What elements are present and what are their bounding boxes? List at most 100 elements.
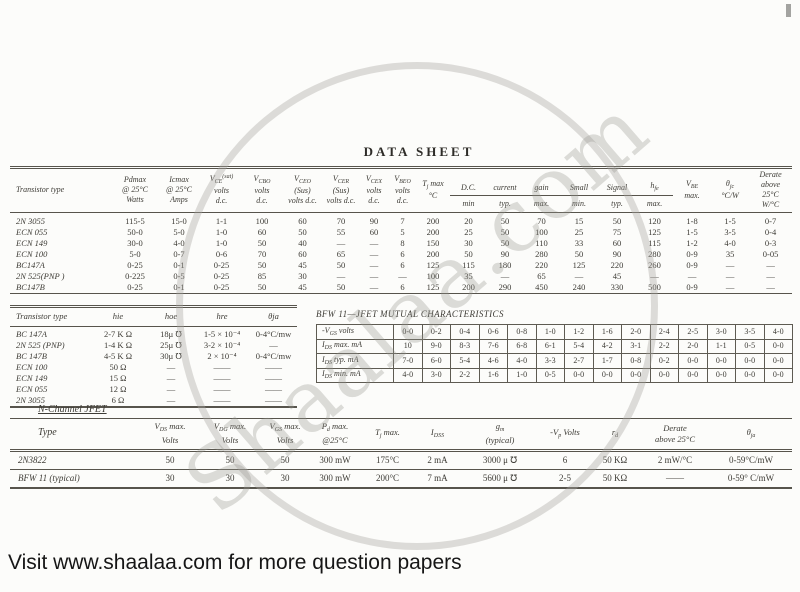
- value-cell: 0-59° C/mW: [710, 469, 792, 489]
- value-cell: 0-1: [173, 282, 185, 293]
- column-header: Transistor type: [10, 308, 88, 327]
- value-cell: 500: [648, 282, 661, 293]
- transistor-row: BC147B 0-25 0-1 0-25 50 45 50 — 6 125 200 290 450 240…: [10, 282, 792, 293]
- value-cell: 2 mA: [415, 450, 460, 470]
- value-cell: 0-4°C/mw: [255, 351, 292, 362]
- value-cell: 0-8: [507, 324, 537, 340]
- page-title: DATA SHEET: [363, 144, 475, 159]
- value-cell: 5-4: [450, 353, 480, 369]
- value-cell: —: [766, 282, 775, 293]
- device-type-cell: BFW 11 (typical): [10, 469, 140, 489]
- bfw-data-table: -VGS volts 0-0 0-2 0-4 0-6 0-8 1-0 1-2 1-6 2-0 2-4…: [316, 324, 793, 383]
- hparam-row: ECN 055 12 Ω — —— ——: [10, 384, 297, 395]
- value-cell: 50: [336, 260, 346, 271]
- value-cell: 1-5: [686, 227, 698, 238]
- column-header: Tj max °C: [416, 169, 450, 213]
- bfw-row: IDS max. mA 10 9-0 8-3 7-6 6-8 6-1 5-4 4-2 3-1 2-2…: [316, 338, 793, 354]
- value-cell: 30μ ℧: [160, 351, 182, 362]
- value-cell: 0-4: [450, 324, 480, 340]
- sub-header: typ.: [598, 197, 636, 213]
- bfw-title: BFW 11—JFET MUTUAL CHARACTERISTICS: [316, 309, 504, 319]
- value-cell: —: [369, 249, 379, 260]
- value-cell: 50: [200, 450, 260, 470]
- value-cell: 175°C: [360, 450, 415, 470]
- row-label-cell: IDS max. mA: [316, 338, 394, 354]
- transistor-type-cell: 2N 525 (PNP): [16, 340, 65, 351]
- value-cell: 50: [257, 260, 267, 271]
- value-cell: 1-0: [535, 324, 565, 340]
- value-cell: 30-0: [127, 238, 143, 249]
- value-cell: 1-2: [686, 238, 698, 249]
- value-cell: 5-4: [564, 338, 594, 354]
- value-cell: 0-2: [649, 353, 679, 369]
- value-cell: 0-1: [173, 260, 185, 271]
- column-header: VCEO (Sus) volts d.c.: [282, 169, 323, 213]
- value-cell: —: [398, 271, 407, 282]
- row-label-cell: -VGS volts: [316, 324, 394, 340]
- value-cell: —: [650, 271, 659, 282]
- value-cell: 200: [426, 227, 440, 238]
- value-cell: 9-0: [421, 338, 451, 354]
- value-cell: 33: [574, 238, 584, 249]
- group-word: D.C.: [460, 183, 477, 192]
- value-cell: 115: [462, 260, 475, 271]
- value-cell: —: [687, 271, 697, 282]
- value-cell: 0-25: [213, 271, 230, 282]
- hparams-table-head: Transistor type hie hoe hre θja: [10, 308, 297, 327]
- value-cell: 0-0: [763, 353, 793, 369]
- value-cell: 20: [464, 216, 473, 227]
- value-cell: 60: [298, 216, 307, 227]
- value-cell: 10: [393, 338, 423, 354]
- value-cell: 50: [574, 249, 584, 260]
- value-cell: 1-6: [478, 367, 508, 383]
- column-header: Transistor type: [10, 169, 113, 213]
- value-cell: 0-0: [763, 338, 793, 354]
- value-cell: 1-1: [706, 338, 736, 354]
- value-cell: 300 mW: [310, 450, 360, 470]
- scan-artifact-mark: [786, 4, 791, 17]
- column-header: θja: [710, 418, 792, 452]
- value-cell: 4-0: [507, 353, 537, 369]
- value-cell: —: [725, 282, 735, 293]
- jfet-table-body: 2N3822 50 50 50 300 mW 175°C 2 mA 3000 μ ℧ 6 50 K…: [10, 450, 792, 489]
- transistor-table: Transistor type Pdmax @ 25°C Watts Icmax @ 25…: [10, 166, 793, 294]
- value-cell: —: [166, 373, 176, 384]
- value-cell: 4-6: [478, 353, 508, 369]
- value-cell: 1-2: [564, 324, 594, 340]
- transistor-row: ECN 100 5-0 0-7 0-6 70 60 65 — 6 200 50 90 280 50 90 28…: [10, 249, 792, 260]
- value-cell: —: [369, 260, 379, 271]
- value-cell: ——: [213, 395, 231, 406]
- value-cell: 150: [426, 238, 440, 249]
- value-cell: 3-2 × 10⁻⁴: [203, 340, 241, 351]
- value-cell: 60: [369, 227, 379, 238]
- value-cell: 4-0: [393, 367, 423, 383]
- transistor-type-cell: 2N 3055: [16, 395, 46, 406]
- value-cell: 125: [426, 282, 440, 293]
- value-cell: 260: [648, 260, 661, 271]
- value-cell: 2-2: [649, 338, 679, 354]
- transistor-type-cell: BC 147B: [16, 351, 47, 362]
- value-cell: —: [574, 271, 584, 282]
- transistor-row: BC147A 0-25 0-1 0-25 50 45 50 — 6 125 115 180 220 125…: [10, 260, 792, 271]
- value-cell: 15 Ω: [109, 373, 127, 384]
- hparams-data-table: Transistor type hie hoe hre θja BC 147A 2-7 K …: [10, 308, 297, 406]
- value-cell: 50: [257, 282, 267, 293]
- column-header: rd: [590, 418, 640, 452]
- value-cell: ——: [265, 395, 282, 406]
- value-cell: 7 mA: [415, 469, 460, 489]
- value-cell: 7-0: [393, 353, 423, 369]
- value-cell: 30: [200, 469, 260, 489]
- transistor-row: ECN 055 50-0 5-0 1-0 60 50 55 60 5 200 25 50 100 25 75…: [10, 227, 792, 238]
- value-cell: 75: [612, 227, 622, 238]
- value-cell: 200°C: [360, 469, 415, 489]
- value-cell: 0-9: [686, 282, 698, 293]
- value-cell: 35: [464, 271, 473, 282]
- value-cell: 100: [426, 271, 440, 282]
- value-cell: 0-59°C/mW: [710, 450, 792, 470]
- footer-text: Visit www.shaalaa.com for more question …: [8, 551, 462, 574]
- value-cell: 280: [535, 249, 548, 260]
- bfw-row: -VGS volts 0-0 0-2 0-4 0-6 0-8 1-0 1-2 1-6 2-0 2-4…: [316, 324, 793, 340]
- value-cell: 50 Ω: [109, 362, 127, 373]
- value-cell: 90: [369, 216, 379, 227]
- value-cell: 50: [298, 227, 307, 238]
